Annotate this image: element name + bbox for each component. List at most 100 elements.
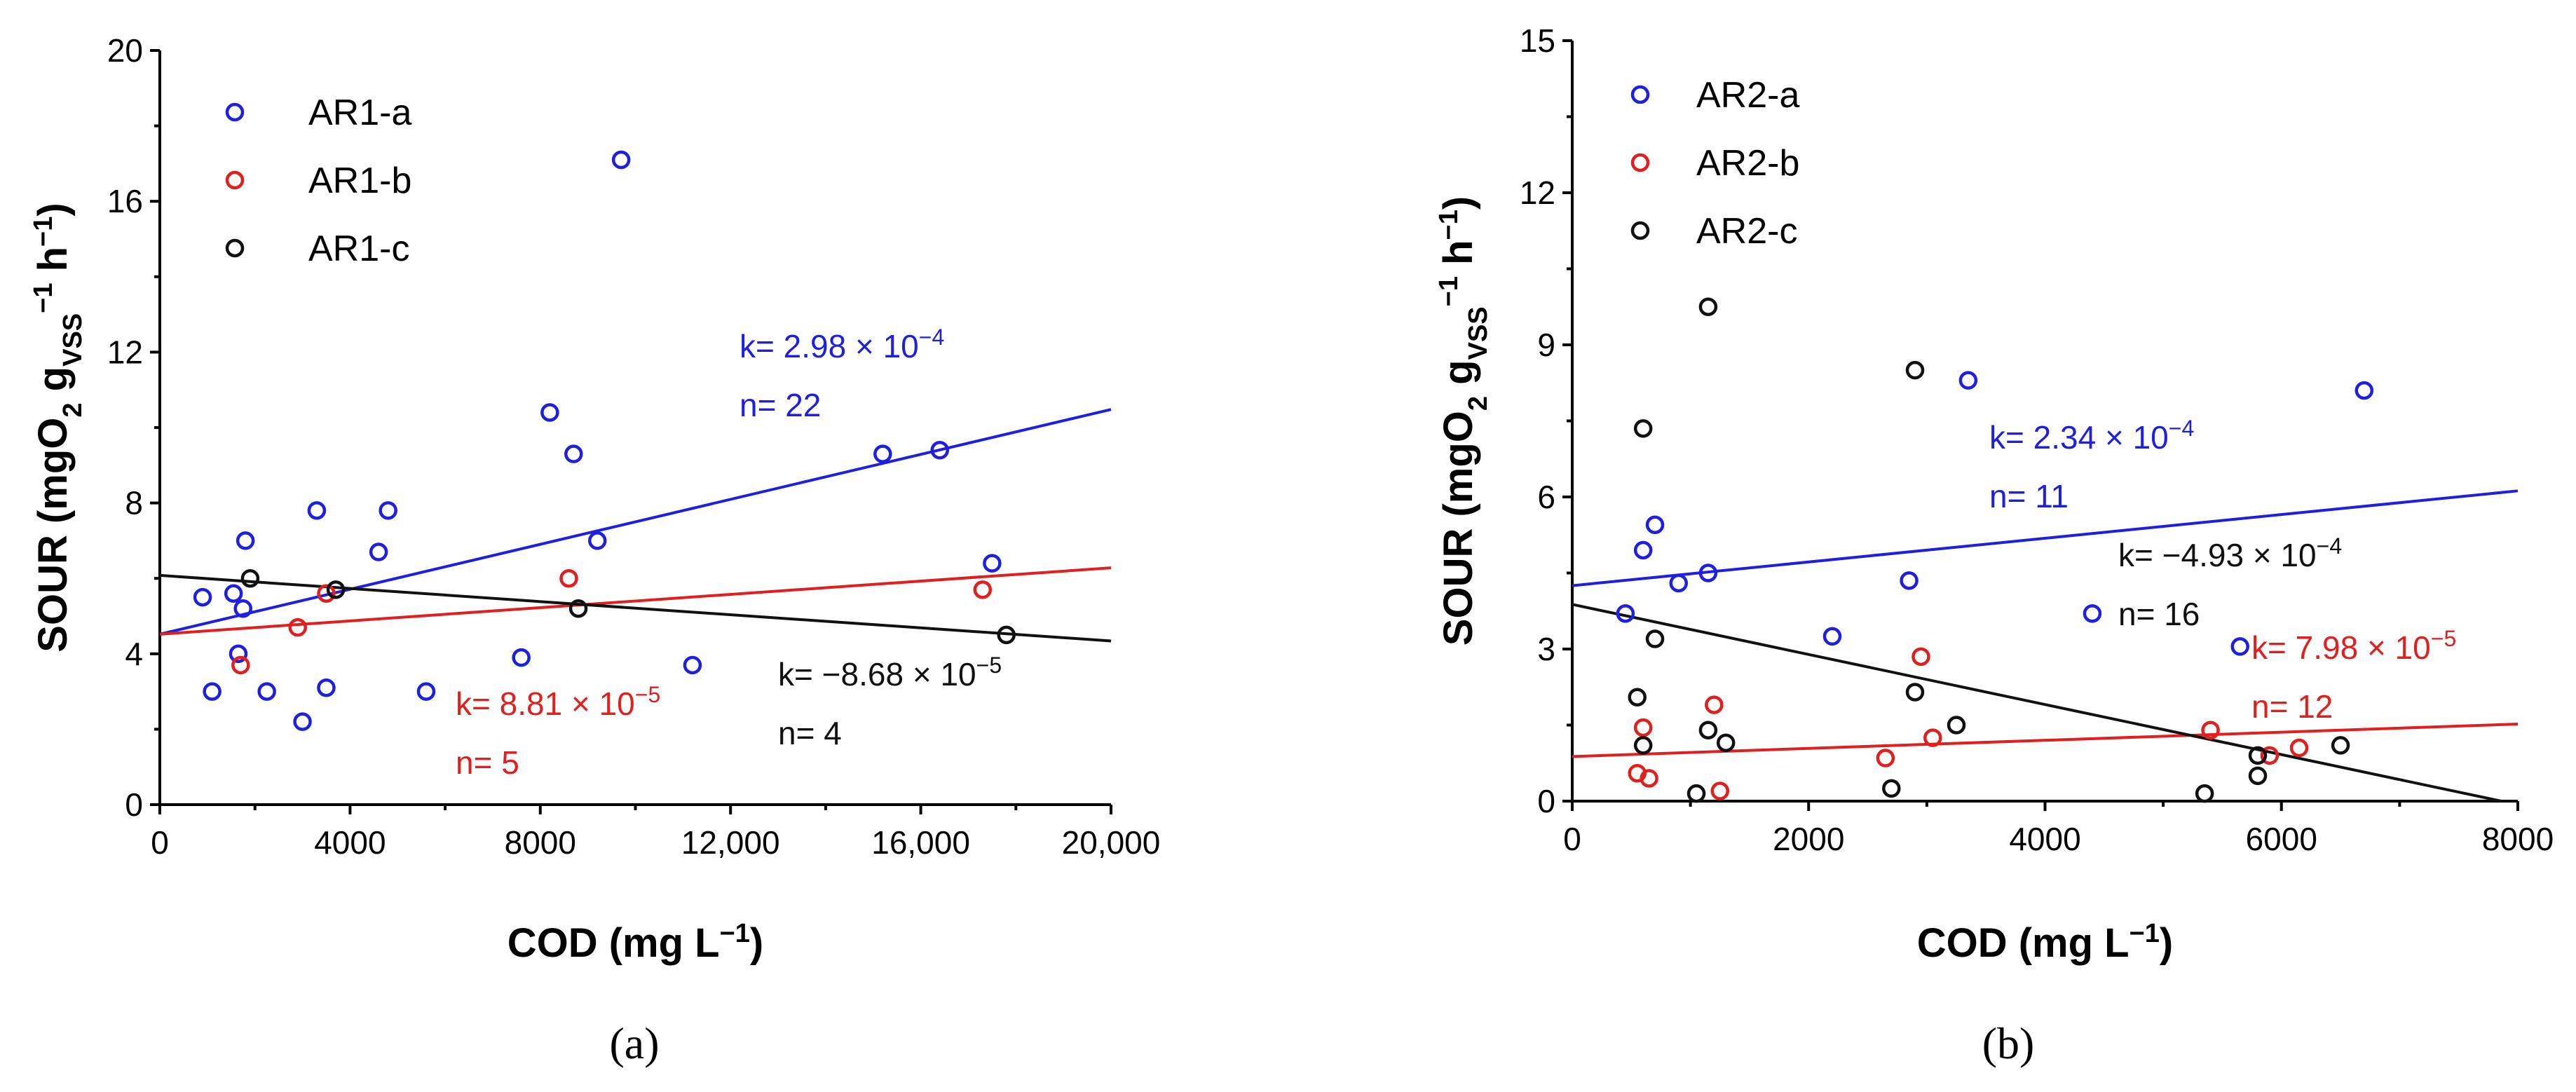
data-point-AR2-b	[1633, 718, 1653, 737]
data-point-AR2-b	[2260, 746, 2279, 765]
data-point-AR2-c	[1698, 297, 1718, 316]
data-point-AR1-a	[203, 682, 222, 701]
legend-label-AR2-a: AR2-a	[1696, 75, 1799, 116]
fit-line-AR2-c	[1572, 603, 2502, 803]
data-point-AR1-c	[997, 625, 1016, 645]
data-point-AR2-c	[2195, 784, 2214, 803]
data-point-AR1-a	[229, 644, 248, 664]
data-point-AR2-c	[1686, 784, 1706, 803]
legend-label-AR1-c: AR1-c	[308, 228, 409, 269]
y-tick-label: 0	[1537, 783, 1555, 819]
data-point-AR2-a	[1669, 573, 1689, 593]
annotation-n-AR2-b: n= 12	[2251, 688, 2333, 725]
data-point-AR2-c	[1633, 736, 1653, 755]
legend-label-AR1-a: AR1-a	[308, 93, 411, 133]
data-point-AR2-b	[1710, 782, 1730, 800]
x-tick-label: 12,000	[681, 824, 780, 861]
data-point-AR1-a	[317, 678, 336, 697]
data-point-AR1-c	[568, 599, 588, 618]
data-point-AR2-c	[1882, 779, 1901, 798]
annotation-n-AR2-c: n= 16	[2118, 596, 2200, 632]
annotation-k-AR2-b: k= 7.98 × 10−5	[2251, 626, 2456, 666]
data-point-AR2-a	[1645, 515, 1665, 535]
data-point-AR2-c	[1645, 629, 1665, 648]
x-tick-label: 4000	[314, 824, 386, 861]
fit-line-AR2-b	[1572, 723, 2519, 758]
data-point-AR2-b	[2201, 721, 2220, 739]
y-tick-label: 16	[107, 183, 143, 219]
x-tick-label: 20,000	[1062, 824, 1161, 861]
data-point-AR1-a	[379, 501, 397, 520]
annotation-n-AR1-b: n= 5	[456, 744, 519, 781]
data-point-AR2-a	[1698, 564, 1718, 582]
panel-label: (a)	[609, 1018, 659, 1068]
chart-panel-b: 0 3 6 9 12 15 0 2000 4000 6000 8000 AR2-a AR2-b AR2-c…	[1434, 22, 2554, 1068]
chart-panel-a: 0 4 8 12 16 20 0 4000 8000 12,000 16,000 20,000 AR1-…	[29, 32, 1160, 1068]
data-point-AR2-c	[1905, 683, 1925, 702]
legend-marker-AR2-c	[1630, 221, 1650, 240]
y-axis-title: SOUR (mgO2 gVSS−1 h−1)	[1434, 196, 1493, 646]
data-point-AR1-a	[193, 587, 212, 607]
x-tick-label: 8000	[505, 824, 576, 861]
y-tick-label: 4	[125, 636, 143, 672]
data-point-AR2-c	[2248, 766, 2268, 786]
legend-marker-AR1-c	[225, 238, 245, 258]
data-point-AR1-a	[257, 682, 276, 701]
x-tick-label: 4000	[2009, 821, 2080, 857]
x-tick-label: 16,000	[871, 824, 970, 861]
annotation-k-AR2-a: k= 2.34 × 10−4	[1989, 416, 2194, 456]
fit-line-AR1-b	[159, 566, 1112, 636]
fit-line-AR1-c	[159, 573, 1112, 643]
data-point-AR2-b	[1640, 769, 1658, 788]
data-point-AR2-a	[1822, 627, 1842, 646]
data-point-AR2-a	[2230, 637, 2249, 656]
y-tick-label: 20	[107, 32, 143, 69]
x-axis-title: COD (mg L−1)	[1917, 919, 2174, 966]
data-point-AR1-a	[293, 712, 312, 731]
y-tick-label: 12	[107, 334, 143, 370]
data-point-AR1-b	[288, 617, 308, 637]
x-tick-label: 0	[1563, 821, 1581, 857]
y-tick-label: 12	[1520, 175, 1555, 211]
x-tick-label: 2000	[1773, 821, 1844, 857]
data-point-AR2-c	[2331, 736, 2350, 755]
data-point-AR2-c	[1633, 419, 1653, 438]
data-point-AR2-c	[1628, 688, 1647, 707]
annotation-k-AR1-c: k= −8.68 × 10−5	[778, 653, 1002, 692]
data-point-AR2-b	[1876, 749, 1895, 767]
data-point-AR2-c	[2248, 746, 2268, 765]
data-point-AR1-b	[317, 584, 336, 603]
data-point-AR2-c	[1905, 360, 1925, 380]
data-point-AR1-a	[564, 444, 583, 463]
data-point-AR2-b	[1923, 728, 1942, 747]
data-point-AR1-a	[416, 682, 436, 701]
x-axis-title: COD (mg L−1)	[507, 919, 764, 966]
y-tick-label: 6	[1537, 479, 1555, 515]
data-point-AR1-a	[540, 403, 559, 422]
legend-marker-AR2-b	[1630, 153, 1650, 172]
data-point-AR1-c	[240, 568, 260, 588]
data-point-AR1-b	[231, 655, 250, 675]
data-point-AR1-a	[236, 531, 255, 550]
legend-marker-AR1-a	[225, 102, 245, 122]
annotation-n-AR2-a: n= 11	[1989, 478, 2069, 514]
panel-label: (b)	[1982, 1018, 2035, 1068]
annotation-k-AR1-b: k= 8.81 × 10−5	[456, 682, 660, 722]
data-point-AR1-a	[233, 599, 252, 618]
x-tick-label: 0	[151, 824, 169, 861]
data-point-AR1-c	[326, 580, 346, 599]
annotation-n-AR1-a: n= 22	[740, 387, 821, 423]
y-tick-label: 15	[1520, 22, 1555, 59]
data-point-AR1-a	[683, 655, 702, 675]
legend-marker-AR1-b	[225, 170, 245, 190]
data-point-AR1-b	[973, 580, 993, 599]
data-point-AR1-a	[307, 501, 327, 520]
annotation-k-AR1-a: k= 2.98 × 10−4	[740, 325, 944, 364]
data-point-AR2-b	[2289, 738, 2309, 758]
y-axis-title: SOUR (mgO2 gVSS−1 h−1)	[29, 203, 88, 652]
data-point-AR2-b	[1911, 647, 1930, 667]
data-point-AR2-c	[1698, 721, 1718, 739]
legend-label-AR2-c: AR2-c	[1696, 211, 1797, 252]
data-point-AR1-a	[873, 444, 892, 463]
